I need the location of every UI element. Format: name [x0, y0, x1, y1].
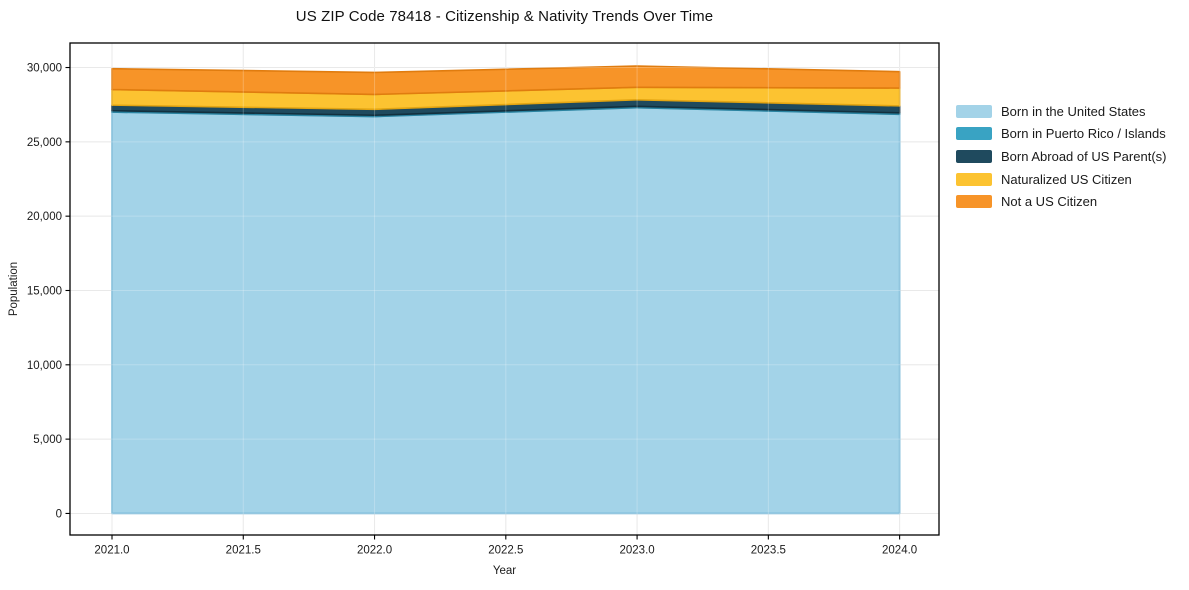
legend-item: Not a US Citizen [956, 190, 1166, 213]
y-axis-label: Population [8, 261, 20, 317]
legend-swatch-not-citizen-icon [956, 195, 992, 209]
y-tick-label: 10,000 [27, 360, 62, 372]
legend-item: Naturalized US Citizen [956, 168, 1166, 191]
legend-label: Naturalized US Citizen [1001, 171, 1132, 187]
y-tick-label: 15,000 [27, 285, 62, 297]
x-tick-label: 2024.0 [882, 545, 917, 557]
legend-label: Born in Puerto Rico / Islands [1001, 126, 1166, 142]
y-tick-label: 30,000 [27, 63, 62, 75]
y-tick-label: 20,000 [27, 211, 62, 223]
x-tick-label: 2022.5 [488, 545, 523, 557]
chart-title: US ZIP Code 78418 - Citizenship & Nativi… [295, 8, 714, 25]
x-tick-label: 2023.0 [619, 545, 654, 557]
y-tick-label: 25,000 [27, 137, 62, 149]
legend-label: Born Abroad of US Parent(s) [1001, 148, 1167, 164]
x-tick-label: 2021.0 [94, 545, 129, 557]
legend: Born in the United States Born in Puerto… [956, 100, 1166, 213]
legend-item: Born Abroad of US Parent(s) [956, 145, 1166, 168]
x-axis-label: Year [492, 565, 517, 577]
legend-swatch-naturalized-icon [956, 172, 992, 186]
legend-swatch-born-us-icon [956, 104, 992, 118]
legend-item: Born in Puerto Rico / Islands [956, 123, 1166, 146]
y-tick-label: 0 [56, 508, 62, 520]
legend-item: Born in the United States [956, 100, 1166, 123]
plot-border [69, 42, 940, 536]
legend-label: Born in the United States [1001, 103, 1146, 119]
legend-swatch-born-pr-icon [956, 127, 992, 141]
area-series-4 [111, 65, 901, 96]
y-tick-label: 5,000 [33, 434, 62, 446]
x-tick-label: 2023.5 [751, 545, 786, 557]
legend-swatch-born-abroad-icon [956, 149, 992, 163]
legend-label: Not a US Citizen [1001, 194, 1098, 210]
x-tick-label: 2021.5 [226, 545, 261, 557]
x-tick-label: 2022.0 [357, 545, 392, 557]
